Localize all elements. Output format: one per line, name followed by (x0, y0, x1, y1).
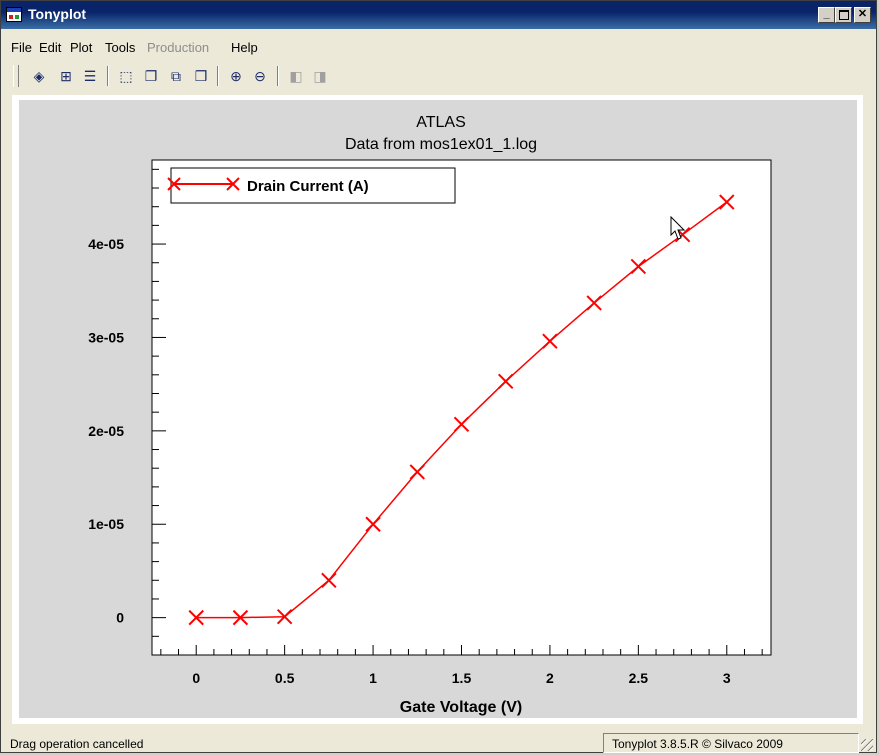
x-tick-label: 3 (723, 670, 731, 686)
new-window-icon[interactable]: ⧉ (171, 68, 181, 84)
menu-edit[interactable]: Edit (39, 40, 62, 55)
chart-title: ATLAS (416, 114, 466, 131)
overlay-icon[interactable]: ❐ (144, 68, 158, 84)
status-bar: Drag operation cancelled Tonyplot 3.8.5.… (1, 729, 876, 754)
menu-help[interactable]: Help (231, 40, 258, 55)
data-point-marker (321, 572, 337, 588)
menu-production: Production (147, 40, 210, 55)
x-tick-label: 2.5 (629, 670, 649, 686)
print-icon[interactable]: ☰ (83, 68, 97, 84)
data-point-marker (498, 373, 514, 390)
menu-bar: File Edit Plot Tools Production Help (1, 37, 876, 59)
chart[interactable]: ATLAS Data from mos1ex01_1.log 0 0.5 1 1.5 2… (19, 100, 857, 718)
load-icon[interactable]: ◈ (33, 68, 45, 84)
menu-plot[interactable]: Plot (70, 40, 93, 55)
minimize-icon: _ (823, 8, 830, 20)
x-tick-label: 0 (192, 670, 200, 686)
toolbar: ◈ ⊞ ☰ ⬚ ❐ ⧉ ❒ ⊕ ⊖ ◧ ◨ (1, 63, 876, 91)
x-tick-label: 2 (546, 670, 554, 686)
data-point-marker (453, 416, 470, 433)
toolbar-grip[interactable] (13, 65, 19, 87)
toolbar-separator (277, 66, 279, 86)
data-point-marker (542, 333, 558, 349)
app-icon[interactable] (6, 7, 22, 22)
legend-marker-x (167, 177, 240, 191)
status-message: Drag operation cancelled (10, 737, 144, 751)
next-page-icon: ◨ (313, 68, 327, 84)
menu-tools[interactable]: Tools (105, 40, 136, 55)
zoom-in-icon[interactable]: ⊕ (230, 68, 242, 84)
data-point-marker (276, 609, 293, 625)
x-tick-label: 1.5 (452, 670, 472, 686)
data-series (188, 194, 735, 626)
y-tick-label: 1e-05 (88, 516, 124, 532)
window-title: Tonyplot (28, 6, 87, 22)
y-tick-label: 3e-05 (88, 329, 124, 345)
close-icon: ✕ (857, 8, 868, 20)
status-version: Tonyplot 3.8.5.R © Silvaco 2009 (603, 733, 859, 753)
y-tick-label: 0 (116, 610, 124, 626)
data-point-marker (409, 464, 425, 480)
data-point-marker (365, 516, 381, 532)
maximize-icon (838, 10, 849, 20)
window-stack-icon[interactable]: ❒ (194, 68, 208, 84)
legend-box (170, 167, 456, 204)
mouse-cursor-icon (670, 215, 686, 240)
data-point-marker (586, 295, 602, 311)
data-point-marker (630, 258, 647, 275)
resize-grip[interactable] (861, 739, 873, 751)
x-axis-label: Gate Voltage (V) (400, 699, 522, 716)
menu-file[interactable]: File (11, 40, 32, 55)
x-tick-label: 0.5 (275, 670, 295, 686)
import-icon[interactable]: ⊞ (60, 68, 72, 84)
data-point-marker (188, 609, 204, 626)
axes: 0 0.5 1 1.5 2 2.5 3 0 1e-05 2e-05 3e-05 4e-05 (88, 168, 763, 686)
zoom-out-icon[interactable]: ⊖ (254, 68, 266, 84)
maximize-button[interactable] (835, 7, 852, 23)
title-bar[interactable]: Tonyplot _ ✕ (1, 1, 876, 29)
toolbar-separator (107, 66, 109, 86)
x-tick-label: 1 (369, 670, 377, 686)
y-tick-label: 2e-05 (88, 423, 124, 439)
toolbar-separator (217, 66, 219, 86)
plot-area (151, 159, 772, 656)
close-button[interactable]: ✕ (854, 7, 871, 23)
data-point-marker (719, 194, 735, 210)
plot-canvas[interactable]: ATLAS Data from mos1ex01_1.log 0 0.5 1 1.5 2… (19, 100, 857, 718)
plot-frame: ATLAS Data from mos1ex01_1.log 0 0.5 1 1.5 2… (12, 95, 863, 724)
prev-page-icon: ◧ (289, 68, 303, 84)
minimize-button[interactable]: _ (818, 7, 835, 23)
data-point-marker (232, 609, 249, 626)
y-tick-label: 4e-05 (88, 236, 124, 252)
select-icon[interactable]: ⬚ (119, 68, 133, 84)
legend-label: Drain Current (A) (247, 178, 369, 195)
legend: Drain Current (A) (167, 167, 456, 204)
chart-subtitle: Data from mos1ex01_1.log (345, 136, 537, 153)
